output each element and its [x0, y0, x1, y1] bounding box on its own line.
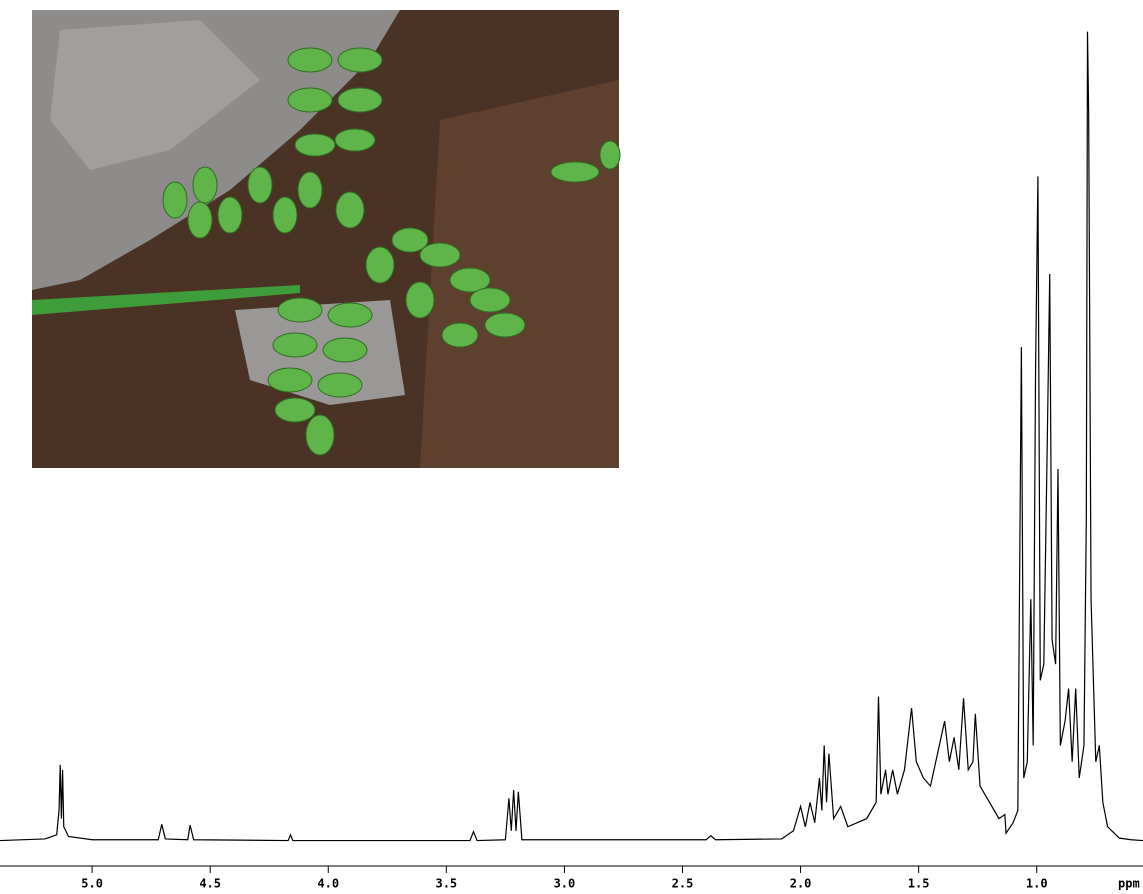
x-tick-label: 4.0	[317, 877, 339, 891]
chart: ppm 5.0 4.5 4.0 3.5 3.0 2.5 2.0 1.5 1.0	[0, 0, 1143, 894]
x-tick-label: 4.5	[199, 877, 221, 891]
x-axis-label: ppm	[1118, 877, 1140, 891]
x-tick-label: 2.5	[672, 877, 694, 891]
page: {"chart_data": {"type": "line", "xlabel"…	[0, 0, 1143, 894]
x-tick-label: 1.5	[908, 877, 930, 891]
x-tick-label: 2.0	[790, 877, 812, 891]
x-tick-label: 5.0	[81, 877, 103, 891]
x-tick-label: 3.0	[554, 877, 576, 891]
x-tick-label: 1.0	[1026, 877, 1048, 891]
x-tick-label: 3.5	[435, 877, 457, 891]
photo-leaf-litter	[420, 80, 619, 468]
plant-photo	[32, 10, 620, 468]
